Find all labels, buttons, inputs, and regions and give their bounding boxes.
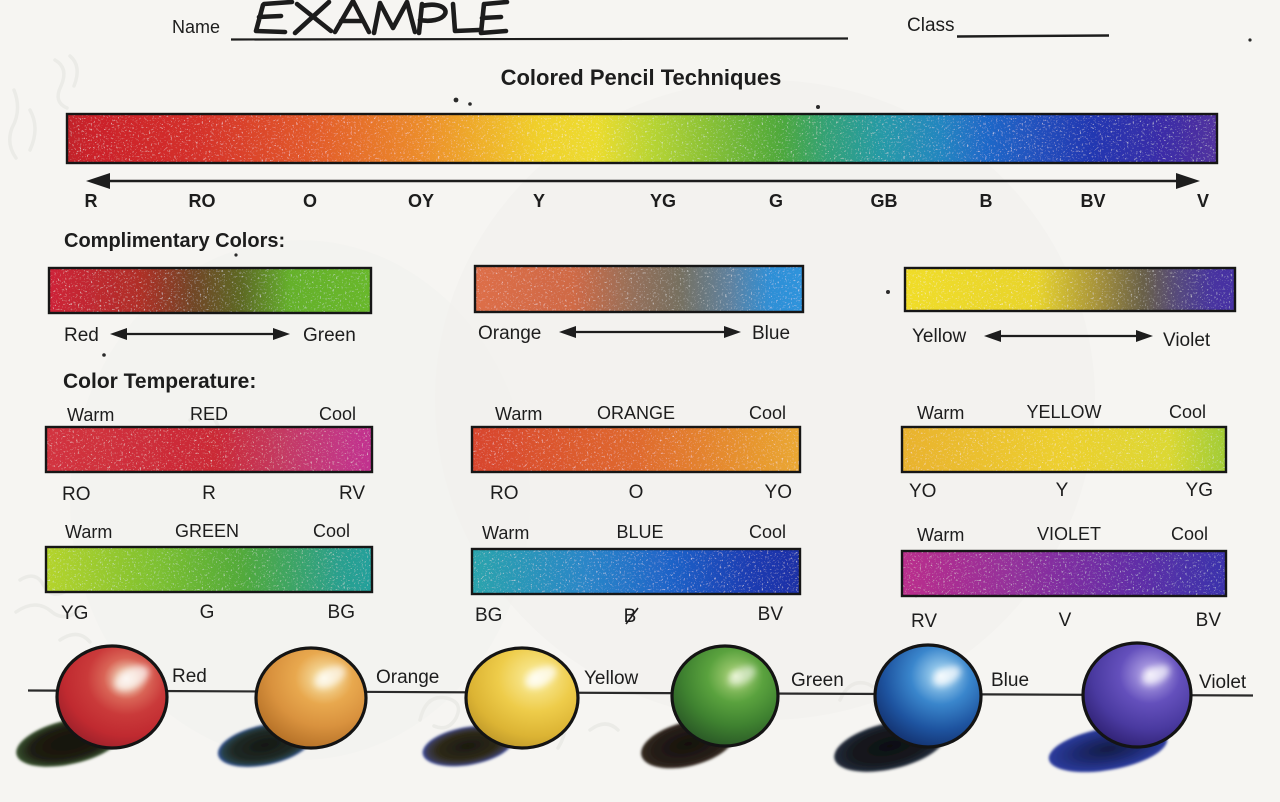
svg-text:Y: Y	[1056, 480, 1069, 501]
svg-text:YELLOW: YELLOW	[1026, 402, 1101, 422]
svg-text:B: B	[624, 606, 637, 627]
svg-text:Violet: Violet	[1199, 672, 1247, 693]
svg-text:Green: Green	[303, 325, 356, 346]
svg-text:BV: BV	[1196, 610, 1222, 631]
svg-text:Orange: Orange	[478, 323, 541, 344]
svg-text:Y: Y	[533, 191, 545, 211]
svg-text:YO: YO	[765, 482, 792, 503]
svg-text:YG: YG	[1186, 480, 1213, 501]
svg-text:RV: RV	[911, 611, 937, 632]
svg-text:RO: RO	[490, 483, 519, 504]
svg-text:ORANGE: ORANGE	[597, 403, 675, 423]
svg-text:Cool: Cool	[1169, 402, 1206, 422]
svg-text:YG: YG	[61, 603, 88, 624]
svg-text:GB: GB	[871, 191, 898, 211]
svg-text:Cool: Cool	[749, 403, 786, 423]
svg-text:Orange: Orange	[376, 667, 439, 688]
svg-text:G: G	[200, 602, 215, 623]
svg-text:Cool: Cool	[313, 521, 350, 541]
svg-text:Class: Class	[907, 15, 955, 36]
svg-text:Yellow: Yellow	[584, 668, 639, 689]
svg-text:GREEN: GREEN	[175, 521, 239, 541]
svg-text:RO: RO	[62, 484, 91, 505]
svg-text:Yellow: Yellow	[912, 326, 967, 347]
svg-text:R: R	[202, 483, 216, 504]
svg-text:Colored Pencil Techniques: Colored Pencil Techniques	[501, 65, 782, 90]
svg-text:Violet: Violet	[1163, 330, 1211, 351]
svg-text:BLUE: BLUE	[616, 522, 663, 542]
svg-text:YO: YO	[909, 481, 936, 502]
svg-text:OY: OY	[408, 191, 434, 211]
svg-text:Warm: Warm	[495, 404, 542, 424]
svg-text:YG: YG	[650, 191, 676, 211]
svg-text:BV: BV	[758, 604, 784, 625]
svg-text:Cool: Cool	[1171, 524, 1208, 544]
svg-text:Cool: Cool	[319, 404, 356, 424]
svg-text:RO: RO	[189, 191, 216, 211]
svg-text:BV: BV	[1080, 191, 1105, 211]
svg-text:V: V	[1059, 610, 1072, 631]
svg-text:O: O	[629, 482, 644, 503]
svg-text:Complimentary Colors:: Complimentary Colors:	[64, 230, 285, 252]
svg-text:V: V	[1197, 191, 1209, 211]
svg-text:Green: Green	[791, 670, 844, 691]
svg-text:RED: RED	[190, 404, 228, 424]
svg-text:Red: Red	[172, 666, 207, 687]
svg-text:Warm: Warm	[917, 403, 964, 423]
svg-text:Warm: Warm	[482, 523, 529, 543]
svg-text:VIOLET: VIOLET	[1037, 524, 1101, 544]
svg-text:BG: BG	[475, 605, 502, 626]
svg-text:Blue: Blue	[991, 670, 1029, 691]
svg-text:RV: RV	[339, 483, 365, 504]
svg-text:Warm: Warm	[65, 522, 112, 542]
svg-text:B: B	[980, 191, 993, 211]
svg-text:O: O	[303, 191, 317, 211]
svg-text:Red: Red	[64, 325, 99, 346]
svg-text:Name: Name	[172, 17, 220, 37]
svg-text:Warm: Warm	[917, 525, 964, 545]
svg-text:Blue: Blue	[752, 323, 790, 344]
svg-text:BG: BG	[328, 602, 355, 623]
svg-text:Warm: Warm	[67, 405, 114, 425]
svg-text:Color Temperature:: Color Temperature:	[63, 370, 256, 393]
svg-text:Cool: Cool	[749, 522, 786, 542]
svg-text:R: R	[85, 191, 98, 211]
svg-text:G: G	[769, 191, 783, 211]
